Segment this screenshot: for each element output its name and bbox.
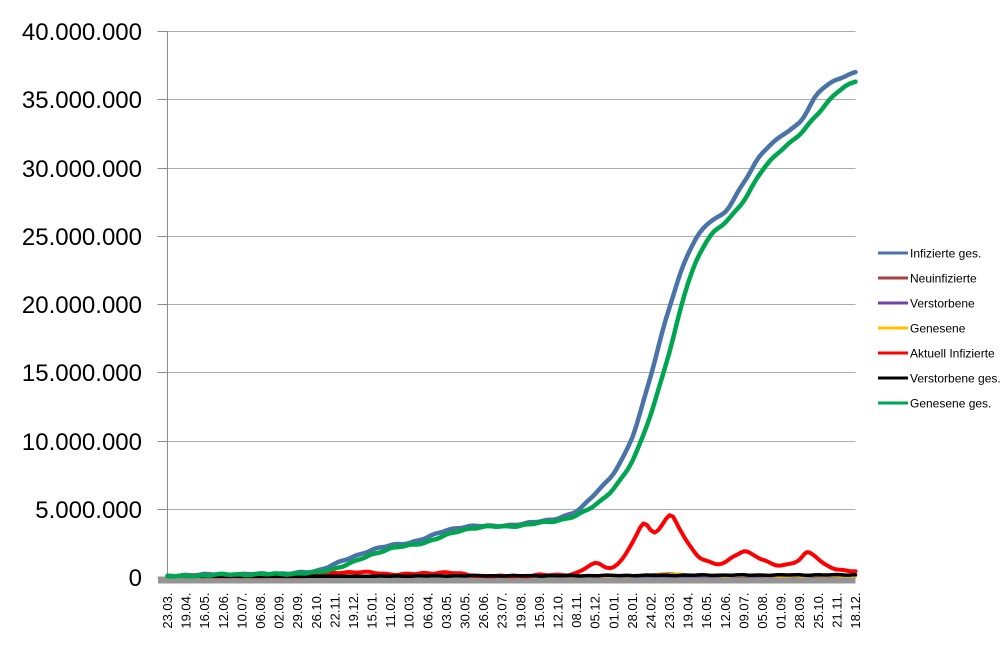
legend-label-aktuell-infizierte: Aktuell Infizierte	[910, 347, 995, 361]
legend-label-verstorbene-ges: Verstorbene ges.	[910, 372, 1001, 386]
x-axis-label: 12.06.	[718, 593, 733, 629]
x-axis-label: 05.12.	[588, 593, 603, 629]
legend-item-verstorbene-ges: Verstorbene ges.	[878, 372, 1001, 386]
y-axis: 0 5.000.000 10.000.000 15.000.000 20.000.000…	[22, 19, 168, 592]
y-axis-label: 35.000.000	[22, 87, 142, 114]
x-axis-label: 28.01.	[625, 593, 640, 629]
x-axis-label: 05.08.	[755, 593, 770, 629]
legend-item-verstorbene: Verstorbene	[878, 297, 975, 311]
legend-label-verstorbene: Verstorbene	[910, 297, 975, 311]
x-axis-label: 11.02.	[383, 593, 398, 628]
x-axis-label: 26.10.	[309, 593, 324, 629]
x-axis-label: 10.03.	[402, 593, 417, 629]
y-axis-label: 40.000.000	[22, 19, 142, 46]
x-axis-label: 16.05.	[699, 593, 714, 629]
legend-label-infizierte-ges: Infizierte ges.	[910, 247, 981, 261]
x-axis-label: 16.05.	[197, 593, 212, 629]
series-lines	[165, 69, 858, 579]
x-axis-label: 06.08.	[253, 593, 268, 629]
x-axis-label: 23.03.	[662, 593, 677, 629]
legend-item-genesene: Genesene	[878, 322, 966, 336]
y-axis-label: 10.000.000	[22, 429, 142, 456]
legend-label-neuinfizierte: Neuinfizierte	[910, 272, 977, 286]
x-axis-label: 01.01.	[606, 593, 621, 629]
x-axis-bar	[158, 576, 856, 584]
x-axis-label: 01.09.	[774, 593, 789, 629]
x-axis-label: 15.09.	[532, 593, 547, 629]
x-axis-label: 19.08.	[513, 593, 528, 629]
y-axis-label: 15.000.000	[22, 360, 142, 387]
legend-item-aktuell-infizierte: Aktuell Infizierte	[878, 347, 995, 361]
x-axis-label: 29.09.	[290, 593, 305, 629]
legend-item-infizierte-ges: Infizierte ges.	[878, 247, 981, 261]
legend-label-genesene: Genesene	[910, 322, 966, 336]
x-axis-label: 10.07.	[234, 593, 249, 629]
y-axis-label: 5.000.000	[35, 497, 142, 524]
x-axis-labels: 23.03. 19.04. 16.05. 12.06. 10.07. 06.08. 02.0…	[160, 593, 863, 629]
x-axis-label: 15.01.	[365, 593, 380, 629]
legend-item-neuinfizierte: Neuinfizierte	[878, 272, 977, 286]
x-axis-label: 12.10.	[551, 593, 566, 629]
legend: Infizierte ges. Neuinfizierte Verstorbene G…	[878, 247, 1001, 411]
x-axis-label: 23.07.	[495, 593, 510, 629]
x-axis-label: 19.12.	[346, 593, 361, 629]
x-axis-label: 22.11.	[327, 593, 342, 628]
x-axis-label: 03.05.	[439, 593, 454, 629]
x-axis-label: 19.04.	[179, 593, 194, 629]
x-axis-label: 30.05.	[458, 593, 473, 629]
x-axis-label: 23.03.	[160, 593, 175, 629]
legend-item-genesene-ges: Genesene ges.	[878, 397, 991, 411]
series-genesene-ges	[165, 79, 858, 579]
x-axis-label: 02.09.	[272, 593, 287, 629]
gridlines	[167, 31, 856, 510]
y-axis-label: 25.000.000	[22, 224, 142, 251]
x-axis-label: 19.04.	[681, 593, 696, 629]
y-axis-label: 30.000.000	[22, 156, 142, 183]
x-axis-label: 08.11.	[569, 593, 584, 628]
y-axis-label: 20.000.000	[22, 292, 142, 319]
x-axis-label: 12.06.	[216, 593, 231, 629]
x-axis-label: 24.02.	[644, 593, 659, 629]
y-axis-label: 0	[129, 565, 142, 592]
legend-label-genesene-ges: Genesene ges.	[910, 397, 991, 411]
x-axis-label: 25.10.	[811, 593, 826, 629]
x-axis-label: 26.06.	[476, 593, 491, 629]
series-infizierte-ges	[165, 69, 858, 579]
x-axis-label: 09.07.	[736, 593, 751, 629]
x-axis-label: 06.04.	[420, 593, 435, 629]
x-axis-label: 28.09.	[792, 593, 807, 629]
x-axis-label: 18.12.	[848, 593, 863, 629]
x-axis-label: 21.11.	[829, 593, 844, 628]
